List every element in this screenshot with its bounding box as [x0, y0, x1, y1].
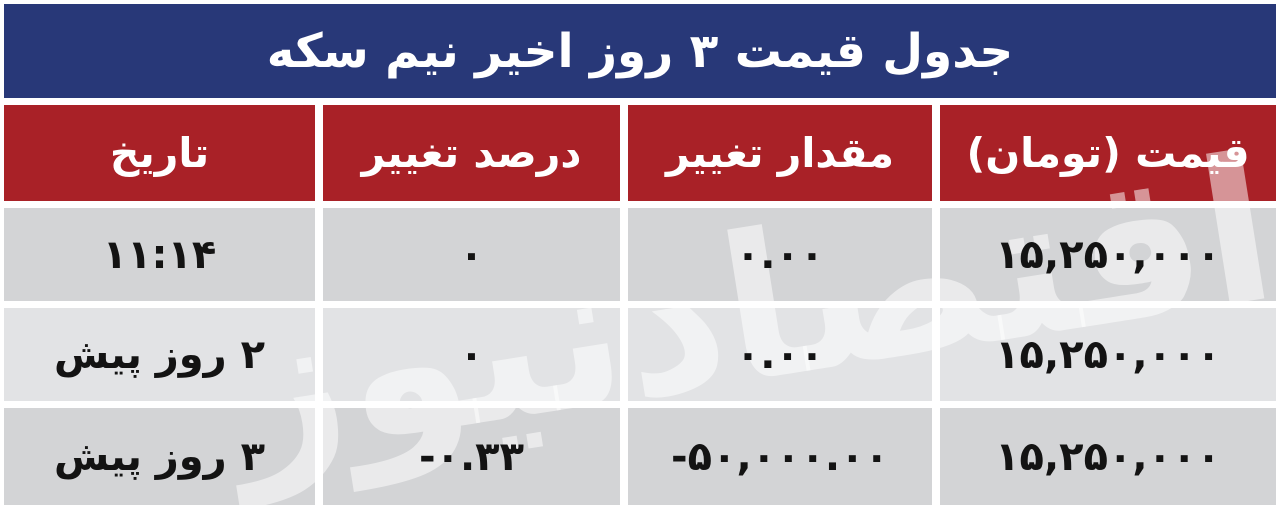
change-amount-value: -۵۰,۰۰۰.۰۰ — [671, 433, 889, 480]
change-percent-value: ۰ — [459, 231, 484, 278]
table-title: جدول قیمت ۳ روز اخیر نیم سکه — [266, 23, 1014, 79]
price-value: ۱۵,۲۵۰,۰۰۰ — [995, 331, 1221, 378]
change-amount-value: ۰.۰۰ — [735, 331, 825, 378]
header-cell-change-percent: درصد تغییر — [323, 105, 620, 201]
header-label-date: تاریخ — [109, 129, 210, 177]
table-row-3-days-ago: ۱۵,۲۵۰,۰۰۰ -۵۰,۰۰۰.۰۰ -۰.۳۳ ۳ روز پیش — [4, 408, 1276, 505]
table-header-row: قیمت (تومان) مقدار تغییر درصد تغییر تاری… — [4, 105, 1276, 201]
cell-date: ۲ روز پیش — [4, 308, 315, 401]
cell-change-percent: -۰.۳۳ — [323, 408, 620, 505]
header-label-change-amount: مقدار تغییر — [665, 129, 895, 177]
change-amount-value: ۰.۰۰ — [735, 231, 825, 278]
header-cell-price: قیمت (تومان) — [940, 105, 1276, 201]
change-percent-value: ۰ — [459, 331, 484, 378]
header-label-price: قیمت (تومان) — [966, 129, 1250, 177]
date-value: ۳ روز پیش — [53, 433, 266, 480]
change-percent-value: -۰.۳۳ — [418, 433, 525, 480]
header-label-change-percent: درصد تغییر — [361, 129, 582, 177]
table-title-bar: جدول قیمت ۳ روز اخیر نیم سکه — [4, 4, 1276, 98]
cell-change-percent: ۰ — [323, 208, 620, 301]
header-cell-change-amount: مقدار تغییر — [628, 105, 932, 201]
date-value: ۱۱:۱۴ — [102, 231, 217, 278]
date-value: ۲ روز پیش — [53, 331, 266, 378]
header-cell-date: تاریخ — [4, 105, 315, 201]
cell-change-amount: -۵۰,۰۰۰.۰۰ — [628, 408, 932, 505]
cell-date: ۳ روز پیش — [4, 408, 315, 505]
price-value: ۱۵,۲۵۰,۰۰۰ — [995, 231, 1221, 278]
cell-price: ۱۵,۲۵۰,۰۰۰ — [940, 308, 1276, 401]
table-row-2-days-ago: ۱۵,۲۵۰,۰۰۰ ۰.۰۰ ۰ ۲ روز پیش — [4, 308, 1276, 401]
cell-price: ۱۵,۲۵۰,۰۰۰ — [940, 208, 1276, 301]
cell-date: ۱۱:۱۴ — [4, 208, 315, 301]
cell-change-amount: ۰.۰۰ — [628, 208, 932, 301]
table-row-today: ۱۵,۲۵۰,۰۰۰ ۰.۰۰ ۰ ۱۱:۱۴ — [4, 208, 1276, 301]
cell-price: ۱۵,۲۵۰,۰۰۰ — [940, 408, 1276, 505]
cell-change-percent: ۰ — [323, 308, 620, 401]
price-value: ۱۵,۲۵۰,۰۰۰ — [995, 433, 1221, 480]
cell-change-amount: ۰.۰۰ — [628, 308, 932, 401]
